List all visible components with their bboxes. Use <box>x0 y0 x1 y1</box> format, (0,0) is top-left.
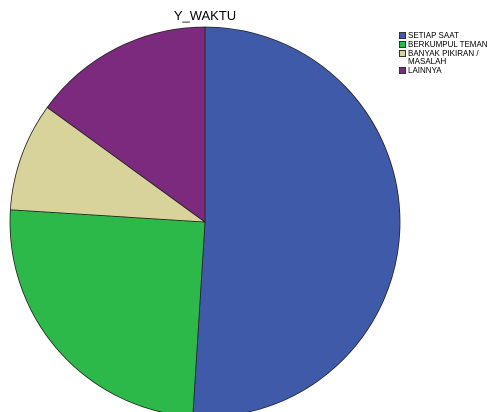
legend-label: LAINNYA <box>408 67 442 75</box>
legend-label: BANYAK PIKIRAN / MASALAH <box>408 50 479 66</box>
legend-item: LAINNYA <box>399 67 491 75</box>
legend-label: SETIAP SAAT <box>408 32 459 40</box>
pie-slice <box>192 26 401 412</box>
legend-swatch <box>399 67 406 74</box>
legend-label: BERKUMPUL TEMAN <box>408 41 488 49</box>
pie-slice <box>9 106 207 223</box>
legend-item: BERKUMPUL TEMAN <box>399 41 491 49</box>
legend-item: BANYAK PIKIRAN / MASALAH <box>399 50 491 66</box>
legend-swatch <box>399 41 406 48</box>
legend-swatch <box>399 32 406 39</box>
chart-title: Y_WAKTU <box>174 8 236 23</box>
legend-swatch <box>399 50 406 57</box>
legend-item: SETIAP SAAT <box>399 32 491 40</box>
pie-slice <box>46 26 206 223</box>
pie-slice <box>9 209 206 412</box>
legend: SETIAP SAAT BERKUMPUL TEMAN BANYAK PIKIRAN… <box>399 32 491 76</box>
